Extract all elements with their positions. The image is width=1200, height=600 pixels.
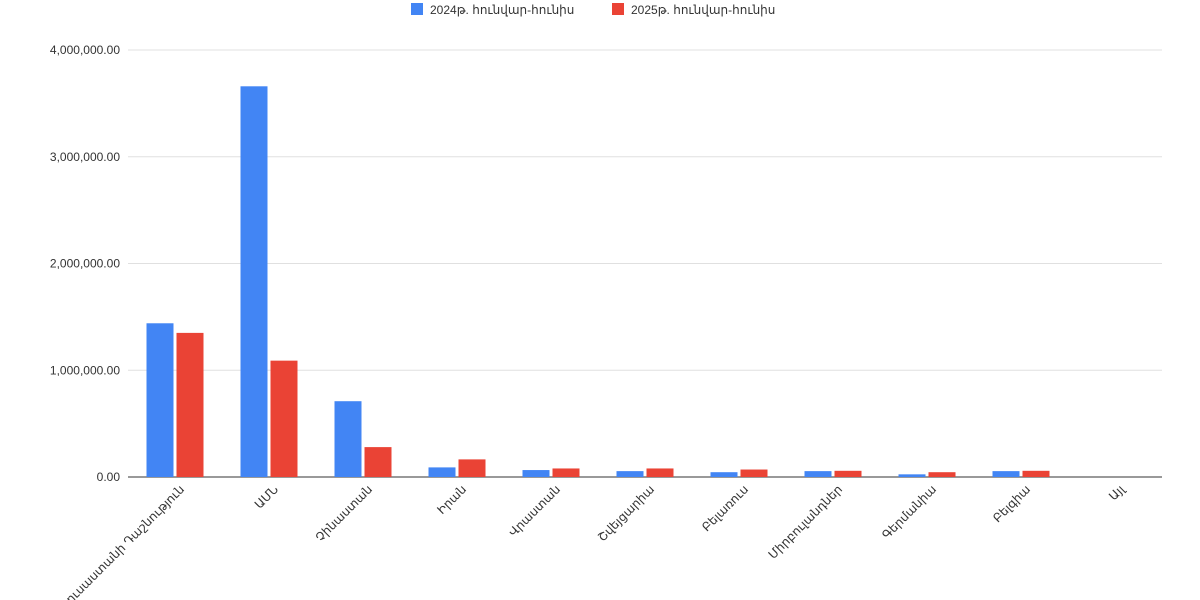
bar-2024 xyxy=(804,471,832,477)
bar-2025 xyxy=(740,469,768,477)
y-tick-label: 1,000,000.00 xyxy=(50,363,120,377)
legend-label-2024: 2024թ. հունվար-հունիս xyxy=(430,3,574,17)
x-category-label: Գերմանիա xyxy=(879,482,939,542)
y-tick-label: 2,000,000.00 xyxy=(50,257,120,271)
x-category-label: Իրան xyxy=(434,482,469,517)
bar-2024 xyxy=(240,86,268,478)
bar-2025 xyxy=(1022,470,1050,477)
bar-2025 xyxy=(364,447,392,477)
bar-2025 xyxy=(270,360,298,477)
bar-2024 xyxy=(146,323,174,477)
bar-2024 xyxy=(898,474,926,477)
x-category-label: Շվեյցարիա xyxy=(595,482,657,544)
bar-2025 xyxy=(552,468,580,477)
x-category-label: Բելառուս xyxy=(699,482,751,534)
bar-2024 xyxy=(710,472,738,477)
legend-label-2025: 2025թ. հունվար-հունիս xyxy=(631,3,775,17)
legend-swatch-2024 xyxy=(411,3,423,15)
x-category-label: ԱՄՆ xyxy=(252,482,281,511)
bar-2024 xyxy=(428,467,456,477)
x-category-label: Չինաստան xyxy=(313,482,375,544)
bar-2025 xyxy=(928,472,956,477)
bar-2025 xyxy=(458,459,486,477)
bar-2024 xyxy=(616,471,644,477)
bar-2025 xyxy=(834,470,862,477)
bar-2024 xyxy=(334,401,362,477)
bar-2025 xyxy=(646,468,674,477)
legend: 2024թ. հունվար-հունիս 2025թ. հունվար-հու… xyxy=(411,3,775,17)
y-tick-label: 0.00 xyxy=(97,470,121,484)
bar-2025 xyxy=(176,332,204,477)
y-tick-label: 3,000,000.00 xyxy=(50,150,120,164)
x-category-label: Այլ xyxy=(1106,482,1128,504)
bar-2024 xyxy=(522,470,550,477)
x-category-label: Բելգիա xyxy=(990,482,1033,525)
bar-2024 xyxy=(992,471,1020,477)
x-category-label: Միրբուլանդներ xyxy=(766,482,846,562)
legend-swatch-2025 xyxy=(612,3,624,15)
x-category-label: Ռուսաստանի Դաշնություն xyxy=(56,482,187,600)
x-category-label: Վրաստան xyxy=(506,482,563,539)
y-tick-label: 4,000,000.00 xyxy=(50,43,120,57)
